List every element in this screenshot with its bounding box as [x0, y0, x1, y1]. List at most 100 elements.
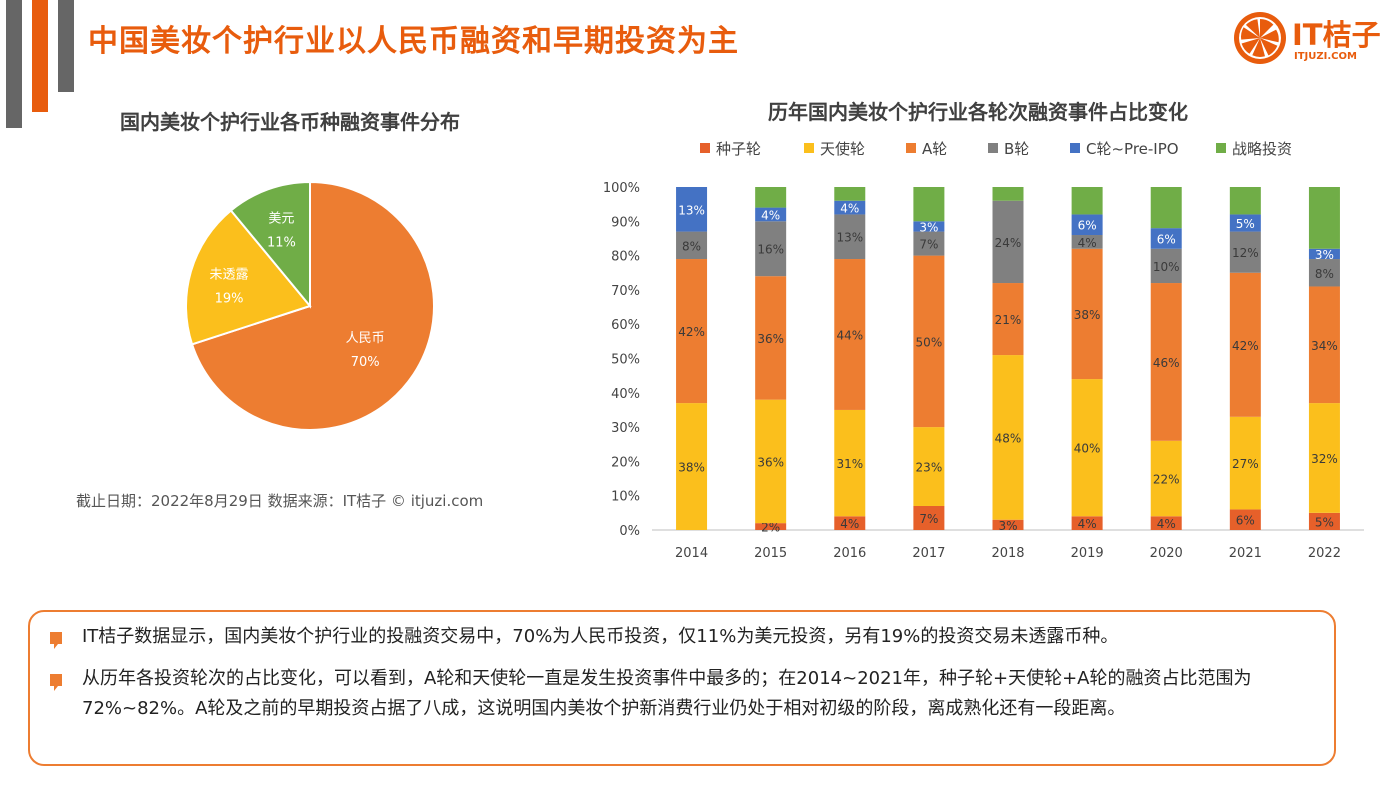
x-tick-label: 2021: [1229, 546, 1262, 561]
bar-segment-2021-0: [1229, 509, 1261, 530]
legend-label: 战略投资: [1232, 140, 1293, 158]
data-label-2020-3: 10%: [1153, 260, 1180, 274]
legend-swatch: [988, 143, 998, 153]
bar-segment-2018-1: [992, 355, 1024, 520]
data-label-2020-4: 6%: [1157, 232, 1176, 246]
data-label-2019-0: 4%: [1078, 517, 1097, 531]
bar-segment-2018-3: [992, 200, 1024, 284]
bar-chart-title: 历年国内美妆个护行业各轮次融资事件占比变化: [768, 100, 1188, 124]
data-label-2014-4: 13%: [678, 203, 705, 217]
page-title: 中国美妆个护行业以人民币融资和早期投资为主: [88, 24, 739, 59]
data-label-2014-2: 42%: [678, 325, 705, 339]
data-label-2021-1: 27%: [1232, 457, 1259, 471]
legend-label: 天使轮: [820, 140, 866, 158]
bullet-icon: [50, 674, 62, 691]
y-tick-label: 0%: [619, 524, 640, 539]
data-label-2015-1: 36%: [757, 455, 784, 469]
bar-segment-2021-5: [1229, 187, 1261, 215]
bar-segment-2017-3: [913, 231, 945, 256]
x-tick-label: 2020: [1150, 546, 1183, 561]
legend-label: C轮~Pre-IPO: [1086, 140, 1179, 158]
bar-segment-2014-4: [676, 187, 708, 232]
x-tick-label: 2019: [1071, 546, 1104, 561]
data-label-2021-4: 5%: [1236, 217, 1255, 231]
data-label-2017-4: 3%: [919, 220, 938, 234]
bar-segment-2019-5: [1071, 187, 1103, 215]
bar-segment-2015-0: [755, 523, 787, 530]
pie-slice-0: [190, 180, 435, 431]
pie-slice-1: [185, 209, 312, 346]
pie-label-0: 人民币: [346, 331, 385, 346]
data-label-2018-0: 3%: [998, 519, 1017, 533]
bar-segment-2018-2: [992, 283, 1024, 356]
y-tick-label: 50%: [611, 353, 640, 368]
bar-segment-2018-0: [992, 519, 1024, 530]
y-tick-label: 100%: [603, 181, 640, 196]
bar-segment-2017-0: [913, 505, 945, 530]
bar-segment-2019-3: [1071, 235, 1103, 249]
legend-swatch: [1216, 143, 1226, 153]
pie-slice-2: [229, 180, 311, 309]
bar-segment-2015-4: [755, 207, 787, 222]
bar-segment-2022-3: [1308, 259, 1340, 287]
bar-segment-2016-0: [834, 516, 866, 530]
x-tick-label: 2018: [991, 546, 1024, 561]
legend-swatch: [1070, 143, 1080, 153]
bar-segment-2014-2: [676, 259, 708, 404]
y-tick-label: 60%: [611, 318, 640, 333]
bar-segment-2019-1: [1071, 379, 1103, 517]
bar-segment-2017-4: [913, 221, 945, 232]
bar-segment-2020-5: [1150, 187, 1182, 229]
legend-label: A轮: [922, 140, 948, 158]
pie-chart: 人民币 70% 未透露 19% 美元 11%: [185, 180, 435, 431]
data-label-2016-2: 44%: [836, 328, 863, 342]
y-tick-label: 90%: [611, 215, 640, 230]
data-label-2017-0: 7%: [919, 512, 938, 526]
y-tick-label: 70%: [611, 284, 640, 299]
data-label-2022-1: 32%: [1311, 452, 1338, 466]
data-label-2018-3: 24%: [995, 236, 1022, 250]
bar-segment-2022-4: [1308, 248, 1340, 260]
data-label-2021-3: 12%: [1232, 246, 1259, 260]
accent-bar-3: [58, 0, 74, 92]
y-tick-label: 30%: [611, 421, 640, 436]
pie-value-0: 70%: [351, 355, 380, 370]
bar-segment-2021-2: [1229, 272, 1261, 417]
bar-segment-2020-3: [1150, 248, 1182, 284]
data-label-2021-2: 42%: [1232, 339, 1259, 353]
bar-segment-2016-2: [834, 259, 866, 410]
x-tick-label: 2017: [912, 546, 945, 561]
bar-segment-2019-2: [1071, 248, 1103, 380]
bar-segment-2020-2: [1150, 283, 1182, 441]
bar-segment-2017-2: [913, 255, 945, 428]
bar-segment-2022-2: [1308, 286, 1340, 404]
pie-value-1: 19%: [215, 291, 244, 306]
bar-segment-2019-0: [1071, 516, 1103, 530]
bar-segment-2019-4: [1071, 214, 1103, 236]
y-tick-label: 20%: [611, 455, 640, 470]
data-label-2019-2: 38%: [1074, 308, 1101, 322]
bar-segment-2021-1: [1229, 416, 1261, 510]
data-label-2022-3: 8%: [1315, 267, 1334, 281]
data-label-2015-0: 2%: [761, 521, 780, 535]
data-label-2018-2: 21%: [995, 313, 1022, 327]
data-label-2021-0: 6%: [1236, 514, 1255, 528]
y-tick-label: 40%: [611, 387, 640, 402]
data-label-2016-4: 4%: [840, 202, 859, 216]
bullet-icon: [50, 632, 62, 649]
source-note: 截止日期：2022年8月29日 数据来源：IT桔子 © itjuzi.com: [76, 492, 484, 510]
accent-bar-1: [6, 0, 22, 128]
data-label-2016-3: 13%: [836, 231, 863, 245]
summary-box: IT桔子数据显示，国内美妆个护行业的投融资交易中，70%为人民币投资，仅11%为…: [28, 610, 1336, 766]
bar-segment-2017-5: [913, 187, 945, 222]
summary-point-2: 从历年各投资轮次的占比变化，可以看到，A轮和天使轮一直是发生投资事件中最多的；在…: [82, 668, 1252, 719]
logo-text: IT桔子: [1292, 18, 1381, 52]
bar-segment-2015-3: [755, 221, 787, 277]
bar-segment-2016-3: [834, 214, 866, 260]
legend-label: B轮: [1004, 140, 1030, 158]
accent-bar-2: [32, 0, 48, 112]
pie-label-1: 未透露: [210, 267, 249, 282]
orange-slice-icon: [1234, 12, 1286, 64]
data-label-2014-3: 8%: [682, 239, 701, 253]
logo-subtext: ITJUZI.COM: [1294, 51, 1357, 62]
